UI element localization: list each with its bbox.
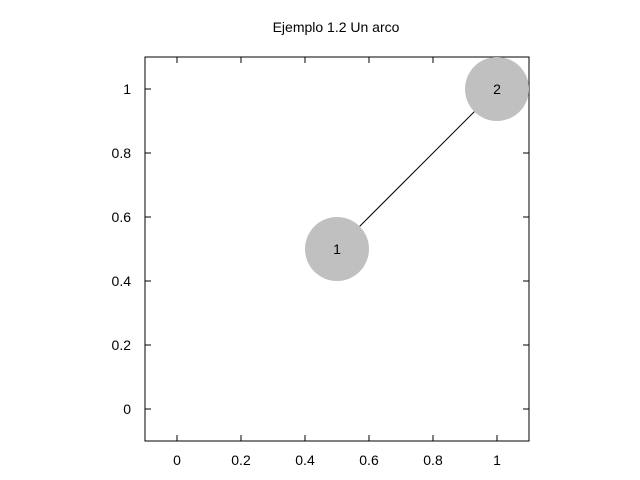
plot-frame [144,56,530,442]
x-tick-label: 1 [493,452,501,468]
y-tick-label: 0.2 [112,337,132,353]
y-tick-label: 0 [123,401,131,417]
edge-line [359,111,475,227]
x-tick-label: 0.4 [295,452,315,468]
x-tick-label: 0.6 [359,452,379,468]
plot-area: 0 0.2 0.4 0.6 0.8 1 0 0.2 0.4 0.6 0.8 1 1 2 [112,56,530,468]
y-tick-label: 0.4 [112,273,132,289]
node-label: 2 [493,81,501,97]
y-tick-label: 0.8 [112,145,132,161]
y-tick-label: 1 [123,81,131,97]
chart-title: Ejemplo 1.2 Un arco [273,19,400,35]
x-tick-label: 0.2 [231,452,251,468]
node-circle [305,217,369,281]
node-circle [465,57,529,121]
x-tick-label: 0 [173,452,181,468]
node-label: 1 [333,241,341,257]
y-tick-label: 0.6 [112,209,132,225]
x-tick-label: 0.8 [423,452,443,468]
